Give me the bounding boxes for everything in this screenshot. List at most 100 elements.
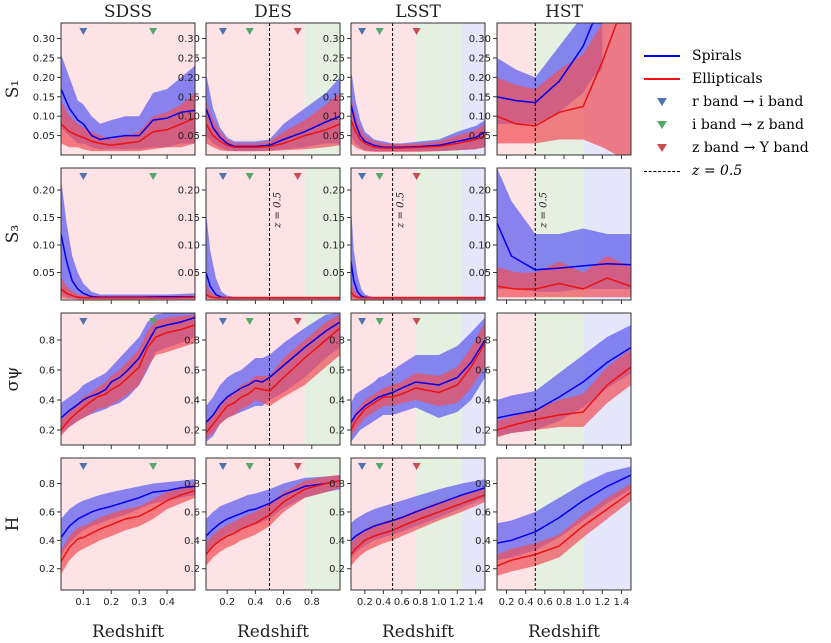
spirals-band <box>61 179 195 299</box>
legend-z-to-y: z band → Y band <box>644 136 826 159</box>
panel-sdss-row2 <box>61 168 195 300</box>
z05-label: z = 0.5 <box>538 192 549 229</box>
panel-frame <box>60 312 196 446</box>
band-marker <box>218 173 227 180</box>
shaded-region <box>351 168 416 300</box>
ellipticals-line <box>351 291 485 299</box>
y-tick-label: 0.05 <box>178 131 200 142</box>
panel-hst-row1 <box>497 23 631 155</box>
x-tick-label: 1.2 <box>449 597 465 608</box>
ellipticals-line <box>206 327 340 434</box>
ellipticals-band <box>206 92 340 152</box>
band-marker <box>79 318 88 325</box>
y-tick-label: 0.2 <box>475 426 491 437</box>
y-tick-label: 0.05 <box>33 268 55 279</box>
y-tick-label: 0.8 <box>184 479 200 490</box>
column-title: HST <box>545 2 583 22</box>
ellipticals-line <box>206 123 340 148</box>
y-tick-label: 0.2 <box>184 426 200 437</box>
legend: Spirals Ellipticals r band → i band i ba… <box>644 44 826 182</box>
ellipticals-line <box>497 23 631 127</box>
legend-i-to-z: i band → z band <box>644 113 826 136</box>
x-tick-label: 1.4 <box>613 597 629 608</box>
panel-hst-row4 <box>497 458 631 590</box>
y-tick-label: 0.30 <box>178 34 200 45</box>
shaded-region <box>461 23 485 155</box>
spirals-line <box>206 321 340 424</box>
ellipticals-line <box>497 491 631 567</box>
y-tick-label: 0.15 <box>469 213 491 224</box>
spirals-line <box>497 222 631 271</box>
panel-des-row3 <box>206 313 340 445</box>
band-marker <box>375 318 384 325</box>
ellipticals-band <box>497 483 631 576</box>
band-marker <box>293 318 302 325</box>
y-tick-label: 0.20 <box>469 73 491 84</box>
band-marker <box>358 28 367 35</box>
ellipticals-line <box>351 494 485 555</box>
y-tick-label: 0.05 <box>178 268 200 279</box>
ellipticals-band <box>61 314 195 436</box>
spirals-line <box>61 316 195 419</box>
band-marker <box>218 28 227 35</box>
dashed-line-swatch <box>644 170 680 172</box>
panel-frame <box>60 167 196 301</box>
shaded-region <box>304 168 340 300</box>
y-tick-label: 0.25 <box>469 53 491 64</box>
y-tick-label: 0.10 <box>33 241 55 252</box>
panel-frame <box>205 312 341 446</box>
panel-hst-row3 <box>497 313 631 445</box>
spirals-band <box>497 168 631 292</box>
ellipticals-line <box>61 489 195 562</box>
ellipticals-line <box>61 117 195 147</box>
band-marker <box>245 463 254 470</box>
panel-lsst-row3 <box>351 313 485 445</box>
y-tick-label: 0.8 <box>184 336 200 347</box>
ellipticals-line <box>206 293 340 299</box>
y-tick-label: 0.2 <box>39 426 55 437</box>
band-marker <box>375 28 384 35</box>
y-tick-label: 0.6 <box>329 366 345 377</box>
shaded-region <box>415 23 462 155</box>
legend-ellipticals: Ellipticals <box>644 67 826 90</box>
y-tick-label: 0.20 <box>33 186 55 197</box>
ellipticals-band <box>497 256 631 298</box>
y-tick-label: 0.6 <box>475 366 491 377</box>
y-tick-label: 0.20 <box>33 73 55 84</box>
x-tick-label: 0.4 <box>375 597 391 608</box>
y-tick-label: 0.10 <box>323 241 345 252</box>
legend-label: Spirals <box>692 47 742 64</box>
y-tick-label: 0.05 <box>469 268 491 279</box>
x-axis-label: Redshift <box>92 622 164 642</box>
legend-label: r band → i band <box>692 93 804 110</box>
y-tick-label: 0.4 <box>475 536 491 547</box>
y-tick-label: 0.20 <box>469 186 491 197</box>
ellipticals-line <box>61 288 195 299</box>
spirals-line-swatch <box>644 54 680 57</box>
panel-des-row1 <box>206 23 340 155</box>
x-tick-label: 0.8 <box>556 597 572 608</box>
panel-sdss-row4 <box>61 458 195 590</box>
x-axis-label: Redshift <box>382 622 454 642</box>
ellipticals-band <box>61 483 195 575</box>
ellipticals-band <box>497 349 631 438</box>
y-tick-label: 0.4 <box>475 396 491 407</box>
band-marker <box>245 28 254 35</box>
y-tick-label: 0.4 <box>39 536 55 547</box>
z05-label: z = 0.5 <box>272 192 283 229</box>
y-tick-label: 0.4 <box>184 536 200 547</box>
band-marker <box>79 463 88 470</box>
panel-frame <box>205 167 341 301</box>
y-tick-label: 0.15 <box>469 92 491 103</box>
spirals-line <box>497 474 631 544</box>
band-marker <box>79 28 88 35</box>
y-tick-label: 0.8 <box>475 336 491 347</box>
band-marker <box>149 173 158 180</box>
y-tick-label: 0.25 <box>33 53 55 64</box>
band-marker <box>375 463 384 470</box>
band-marker <box>149 318 158 325</box>
x-axis-label: Redshift <box>528 622 600 642</box>
y-tick-label: 0.8 <box>39 336 55 347</box>
y-tick-label: 0.10 <box>178 241 200 252</box>
ellipticals-line <box>497 277 631 290</box>
